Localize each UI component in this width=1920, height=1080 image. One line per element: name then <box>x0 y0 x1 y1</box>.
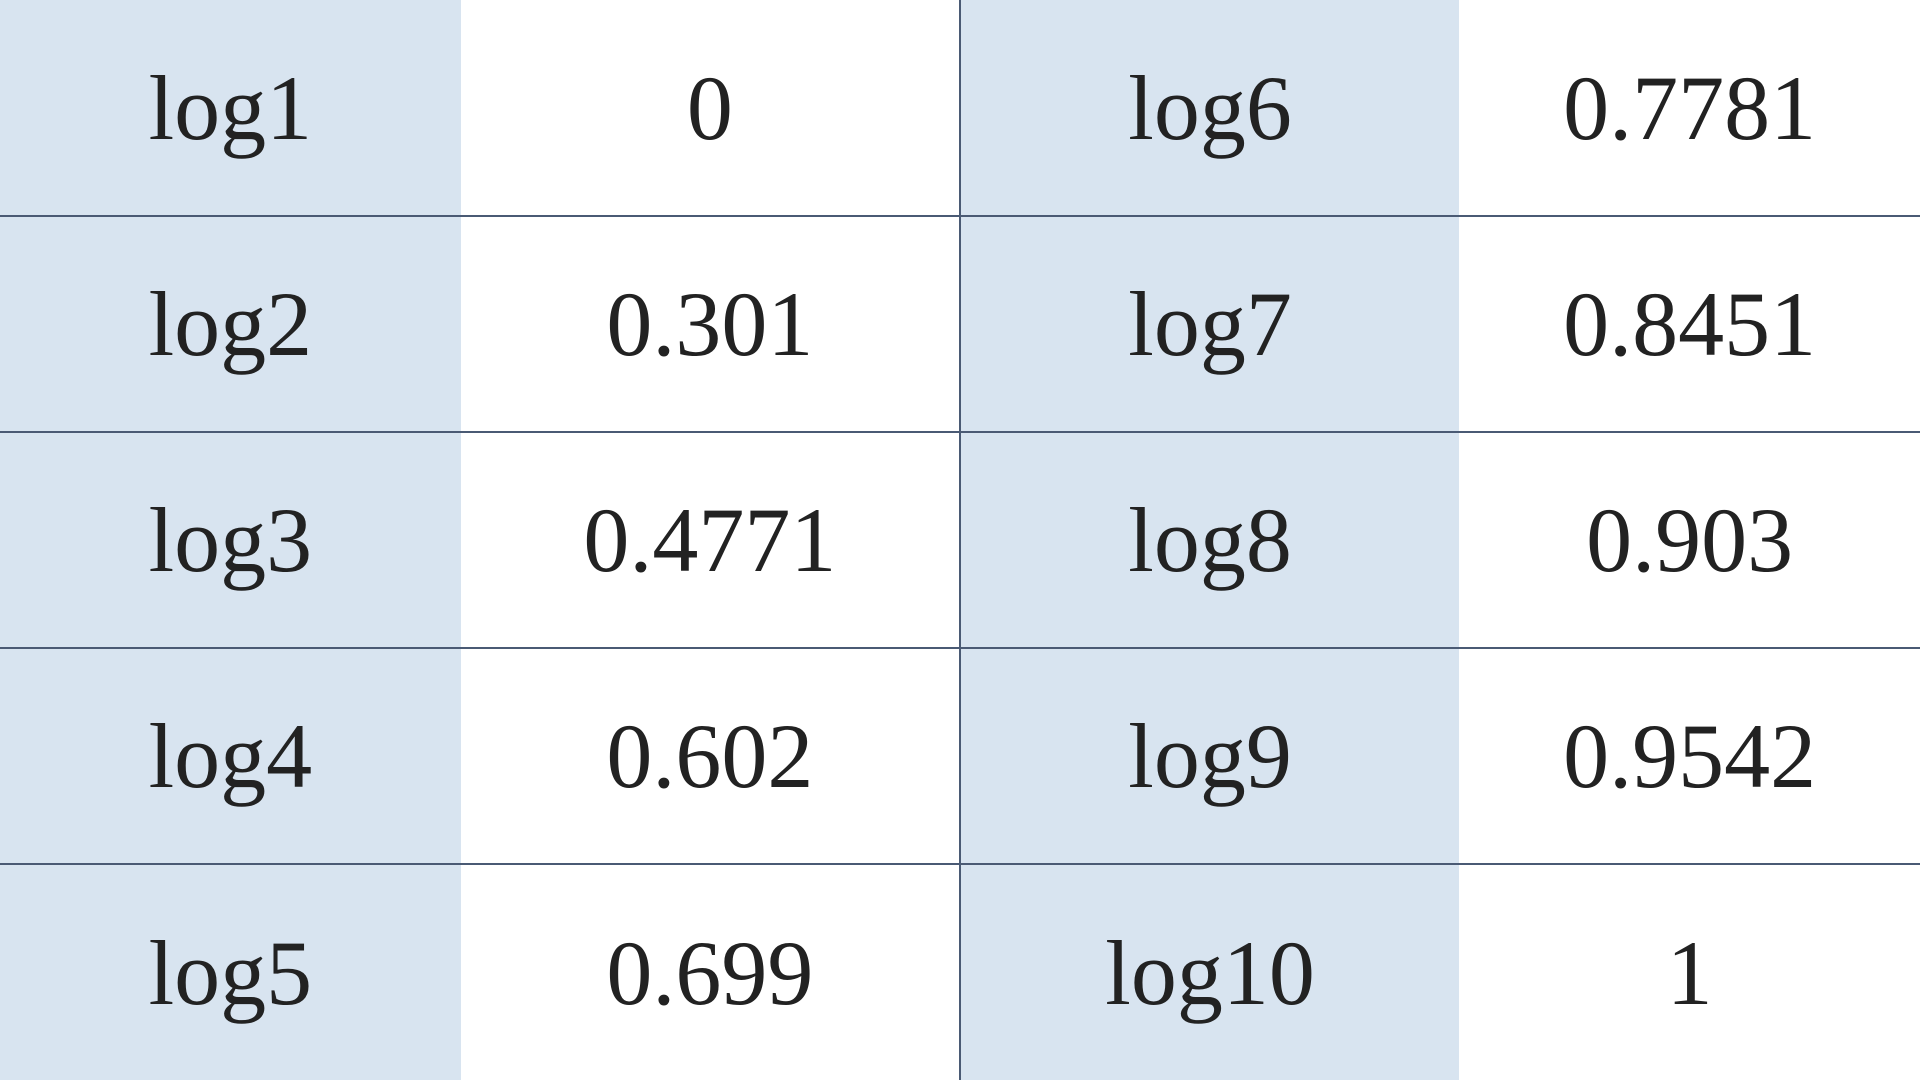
log-value-cell: 0.8451 <box>1459 216 1920 432</box>
log-value: 0.903 <box>1586 489 1793 591</box>
log-label-cell: log8 <box>960 432 1459 648</box>
log-value: 0.699 <box>606 922 813 1024</box>
log-label-cell: log1 <box>0 0 461 216</box>
log-label: log3 <box>149 489 313 591</box>
log-value-cell: 0.699 <box>461 864 960 1080</box>
log-label-cell: log6 <box>960 0 1459 216</box>
log-table: log1 0 log6 0.7781 log2 0.301 log7 0.845… <box>0 0 1920 1080</box>
log-label: log4 <box>149 705 313 807</box>
log-label-cell: log2 <box>0 216 461 432</box>
log-value-cell: 0.9542 <box>1459 648 1920 864</box>
table-row: log1 0 log6 0.7781 <box>0 0 1920 216</box>
log-value: 0.7781 <box>1563 57 1816 159</box>
log-label: log1 <box>149 57 313 159</box>
log-label-cell: log7 <box>960 216 1459 432</box>
log-value-cell: 0.7781 <box>1459 0 1920 216</box>
log-label: log8 <box>1128 489 1292 591</box>
log-value: 0.4771 <box>583 489 836 591</box>
log-label-cell: log5 <box>0 864 461 1080</box>
log-value: 1 <box>1667 922 1713 1024</box>
log-value: 0.8451 <box>1563 273 1816 375</box>
log-value-cell: 0.602 <box>461 648 960 864</box>
log-value-cell: 0.4771 <box>461 432 960 648</box>
log-label: log6 <box>1128 57 1292 159</box>
log-label-cell: log9 <box>960 648 1459 864</box>
log-label: log5 <box>149 922 313 1024</box>
log-label-cell: log10 <box>960 864 1459 1080</box>
log-value-cell: 0.301 <box>461 216 960 432</box>
table-row: log4 0.602 log9 0.9542 <box>0 648 1920 864</box>
log-value-cell: 0 <box>461 0 960 216</box>
log-label-cell: log3 <box>0 432 461 648</box>
log-value-cell: 0.903 <box>1459 432 1920 648</box>
log-value-cell: 1 <box>1459 864 1920 1080</box>
log-label: log7 <box>1128 273 1292 375</box>
log-value: 0 <box>687 57 733 159</box>
log-value: 0.301 <box>606 273 813 375</box>
log-label: log9 <box>1128 705 1292 807</box>
log-label: log2 <box>149 273 313 375</box>
log-label: log10 <box>1105 922 1315 1024</box>
table-row: log5 0.699 log10 1 <box>0 864 1920 1080</box>
table-row: log3 0.4771 log8 0.903 <box>0 432 1920 648</box>
log-value: 0.602 <box>606 705 813 807</box>
table-row: log2 0.301 log7 0.8451 <box>0 216 1920 432</box>
log-label-cell: log4 <box>0 648 461 864</box>
log-value: 0.9542 <box>1563 705 1816 807</box>
